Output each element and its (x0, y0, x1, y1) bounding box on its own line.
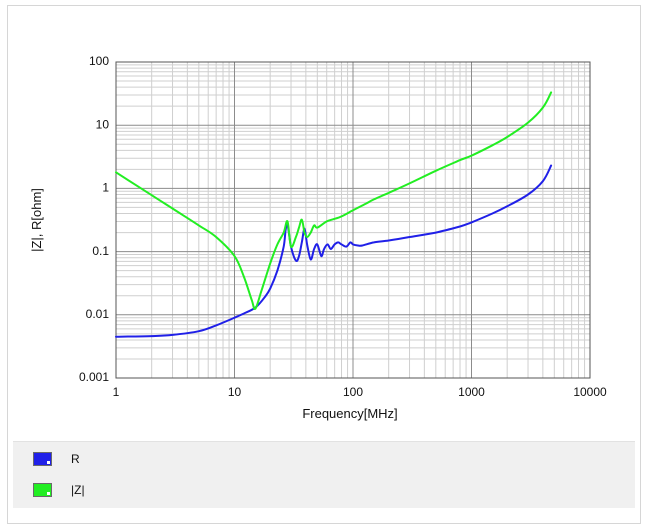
legend-item-z[interactable]: |Z| (33, 480, 85, 500)
y-tick-label: 100 (89, 54, 109, 68)
x-tick-label: 100 (343, 385, 363, 399)
y-tick-label: 0.1 (92, 244, 109, 258)
x-tick-label: 10000 (573, 385, 607, 399)
y-tick-label: 0.001 (79, 370, 109, 384)
y-tick-label: 1 (102, 181, 109, 195)
legend-label-r: R (71, 452, 80, 466)
legend-swatch-z (33, 483, 52, 497)
legend-item-r[interactable]: R (33, 449, 80, 469)
series-z-line (115, 91, 553, 311)
y-tick-label: 10 (96, 117, 110, 131)
x-tick-label: 1000 (458, 385, 485, 399)
legend-swatch-r (33, 452, 52, 466)
plot-border (115, 61, 591, 379)
x-tick-label: 1 (113, 385, 120, 399)
x-tick-label: 10 (228, 385, 242, 399)
series-r-line (115, 164, 553, 338)
impedance-chart: 1 10 100 1000 10000 0.001 0.01 0.1 1 10 100 Frequen… (29, 54, 607, 421)
y-tick-label: 0.01 (86, 307, 110, 321)
legend: R |Z| (13, 441, 635, 508)
y-axis-label: |Z|, R[ohm] (29, 188, 44, 252)
x-axis-label: Frequency[MHz] (302, 406, 397, 421)
legend-label-z: |Z| (71, 483, 85, 497)
